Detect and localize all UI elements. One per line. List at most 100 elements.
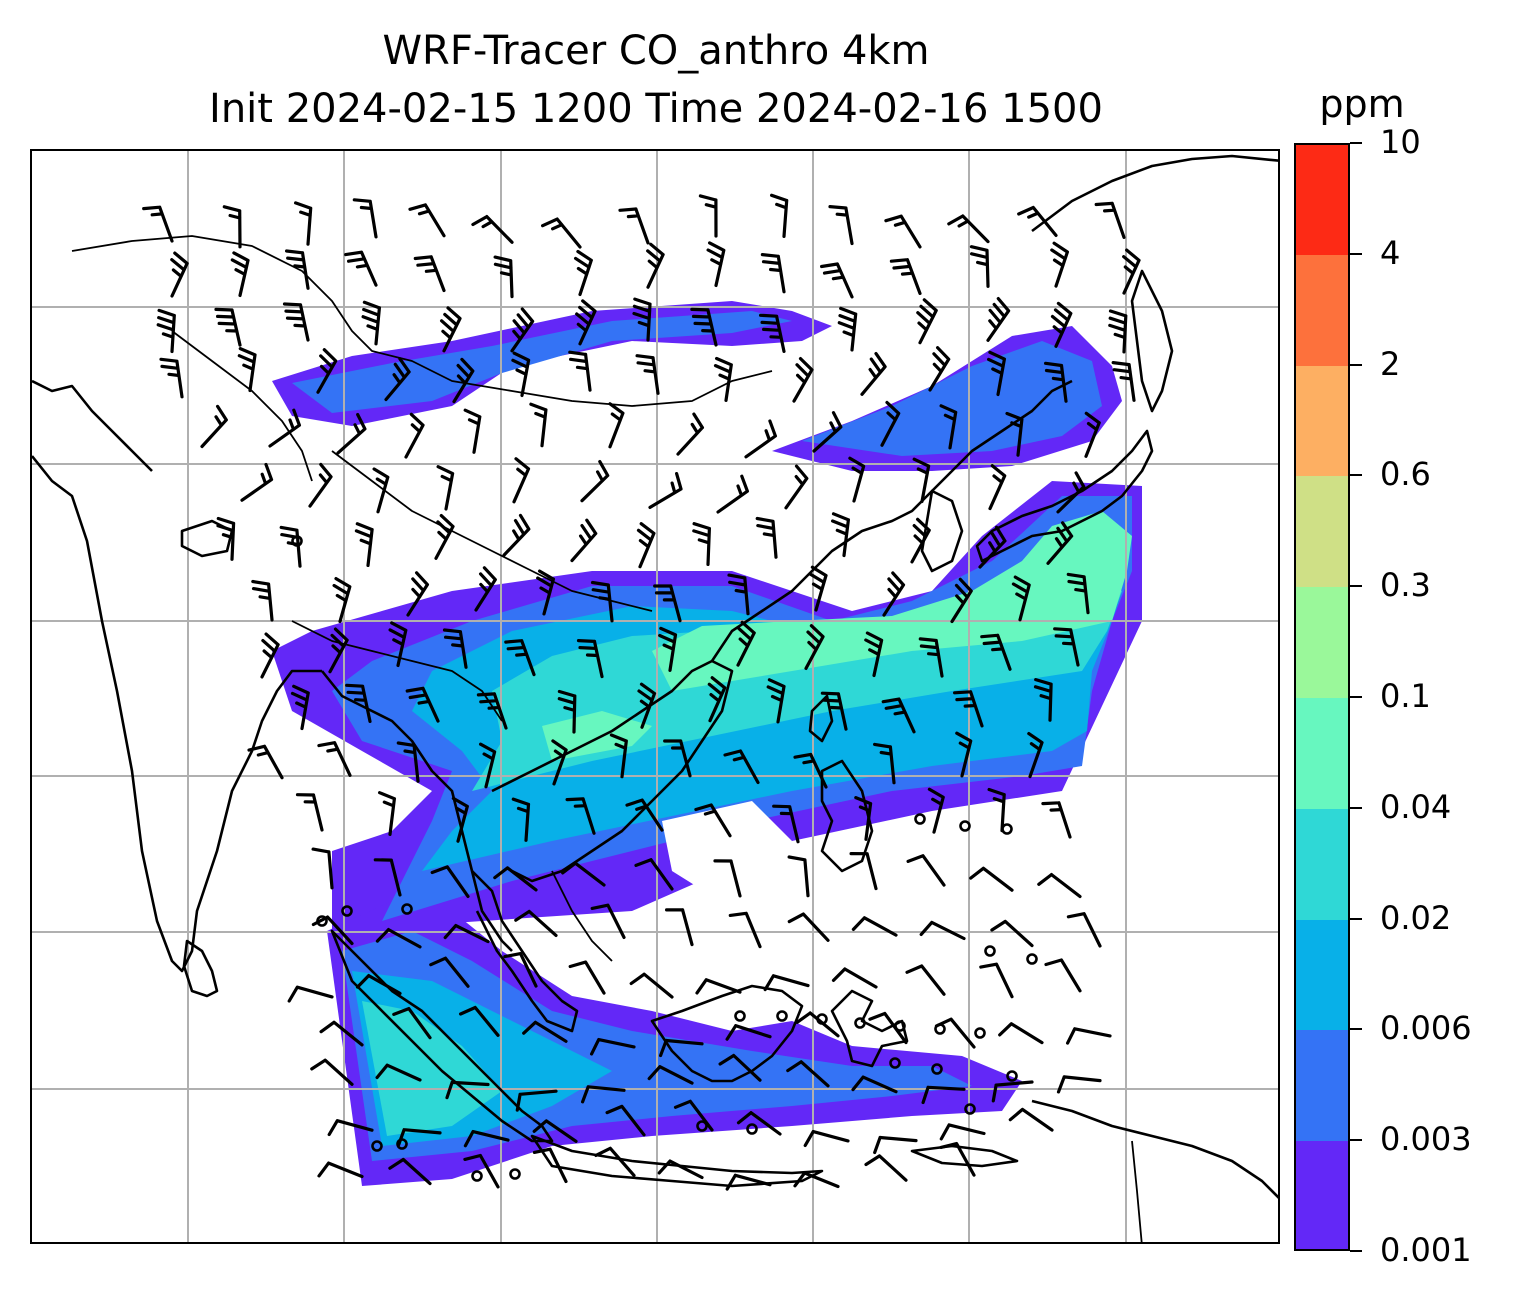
- wind-barb: [282, 302, 310, 342]
- wind-barb: [1122, 248, 1141, 295]
- wind-barb: [1017, 205, 1058, 237]
- wind-barb: [336, 413, 367, 455]
- wind-barb: [728, 911, 762, 949]
- wind-barb: [430, 865, 470, 898]
- wind-barb: [625, 798, 664, 832]
- calm-wind-marker: [396, 1138, 408, 1150]
- wind-barb: [317, 1161, 364, 1179]
- wind-barb: [916, 298, 938, 345]
- wind-barb: [594, 1146, 636, 1177]
- wind-barb: [882, 571, 906, 617]
- wind-barb: [463, 408, 482, 454]
- wind-barb: [214, 307, 242, 347]
- wind-barb: [493, 255, 514, 299]
- wind-barb: [268, 408, 301, 448]
- calm-wind-marker: [776, 1010, 788, 1022]
- wind-barb: [905, 964, 946, 996]
- wind-barb: [352, 198, 378, 239]
- wind-barb: [763, 974, 810, 992]
- chart-title-line2: Init 2024-02-15 1200 Time 2024-02-16 150…: [209, 86, 1103, 132]
- colorbar-tick-label: 0.006: [1380, 1009, 1472, 1048]
- wind-barb: [707, 676, 727, 723]
- coastline-sri-lanka: [182, 939, 219, 998]
- wind-barb: [692, 522, 711, 566]
- wind-barb: [698, 194, 718, 238]
- plume-clear-area: [572, 441, 652, 511]
- colorbar-segment: [1296, 697, 1348, 809]
- wind-barb: [792, 357, 814, 403]
- wind-barb: [510, 307, 535, 353]
- wind-barb: [658, 626, 678, 672]
- wind-barb: [474, 566, 497, 612]
- wind-barb: [451, 796, 469, 843]
- wind-barb: [344, 250, 378, 287]
- wind-barb: [978, 525, 1007, 569]
- wind-barb: [372, 467, 390, 514]
- wind-barb: [159, 357, 184, 399]
- wind-barb: [919, 920, 966, 941]
- wind-barb: [695, 978, 742, 995]
- wind-barb: [1066, 912, 1102, 948]
- wind-barb: [396, 741, 420, 783]
- wind-barb: [727, 573, 750, 616]
- wind-barb: [608, 402, 625, 449]
- calm-wind-marker: [816, 1013, 828, 1025]
- wind-barb: [864, 1154, 908, 1182]
- wind-barb: [808, 565, 828, 612]
- colorbar-tick-label: 0.6: [1380, 455, 1431, 494]
- wind-barb: [1111, 361, 1136, 402]
- wind-barb: [354, 522, 374, 567]
- calm-wind-marker: [1001, 823, 1013, 835]
- plume-clear-area: [792, 496, 957, 581]
- wind-barb: [979, 962, 1014, 999]
- wind-barb: [260, 632, 280, 679]
- wind-barb: [529, 402, 548, 448]
- wind-barb: [237, 347, 257, 393]
- wind-barb: [445, 1080, 490, 1100]
- wind-barb: [716, 474, 749, 514]
- wind-barb: [990, 919, 1034, 948]
- wind-barb: [820, 691, 848, 731]
- wind-barb: [1008, 1107, 1054, 1132]
- colorbar-tick: [1350, 252, 1362, 255]
- wind-barb: [375, 928, 422, 949]
- calm-wind-marker: [734, 1010, 746, 1022]
- calm-wind-marker: [854, 1017, 866, 1029]
- wind-barb: [851, 916, 898, 937]
- wind-barb: [759, 313, 786, 353]
- colorbar-tick-label: 0.3: [1380, 566, 1431, 605]
- calm-wind-marker: [696, 1120, 708, 1132]
- wind-barb: [1108, 309, 1128, 354]
- wind-barb: [772, 804, 800, 844]
- wind-barb: [987, 350, 1006, 397]
- wind-barb: [397, 1128, 442, 1147]
- wind-barb: [317, 741, 352, 777]
- wind-barb: [986, 297, 1011, 342]
- wind-barb: [378, 791, 396, 836]
- wind-barb: [713, 356, 733, 402]
- country-border: [171, 330, 313, 482]
- wind-barb: [787, 912, 830, 942]
- colorbar: [1294, 143, 1350, 1251]
- wind-barb: [831, 967, 878, 989]
- wind-barb: [319, 1020, 364, 1047]
- wind-barb: [646, 242, 665, 289]
- wind-barb: [532, 1119, 578, 1143]
- coastline-new-guinea: [1031, 1099, 1278, 1199]
- wind-barb: [873, 1135, 918, 1155]
- wind-barb: [676, 412, 704, 456]
- wind-barb: [1056, 1075, 1102, 1094]
- wind-barb: [653, 584, 682, 623]
- calm-wind-marker: [746, 1123, 758, 1135]
- wind-barb: [230, 251, 250, 298]
- wind-barb: [918, 637, 944, 678]
- calm-wind-marker: [1006, 1070, 1018, 1082]
- colorbar-tick: [1350, 474, 1362, 477]
- wind-barb: [854, 796, 873, 841]
- plume-band-peak: [652, 511, 1132, 691]
- wind-barb: [860, 352, 887, 396]
- wind-barb: [1056, 471, 1086, 514]
- calm-wind-marker: [371, 1140, 383, 1152]
- wind-barb: [285, 249, 310, 290]
- calm-wind-marker: [889, 1057, 901, 1069]
